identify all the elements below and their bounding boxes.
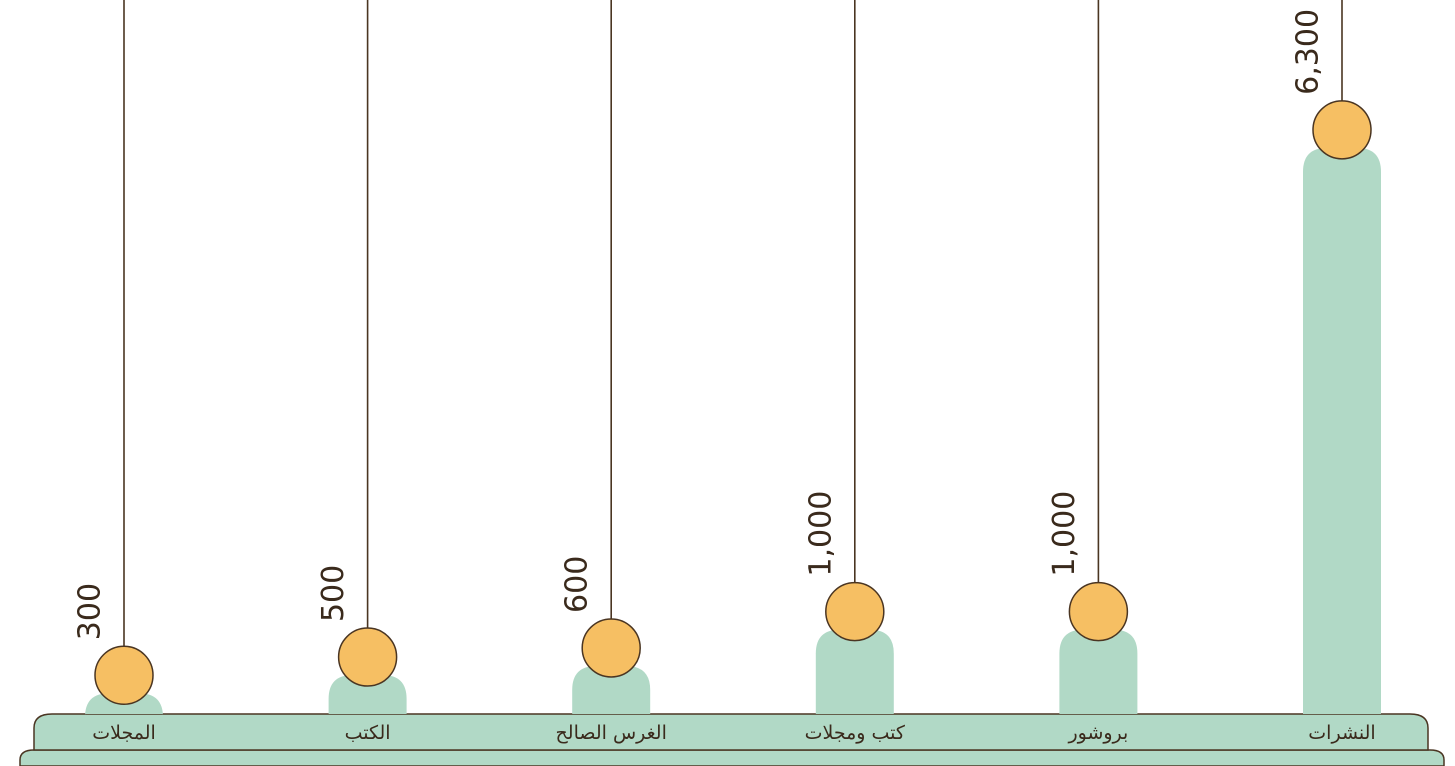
bar — [328, 675, 407, 714]
data-label: 6,300 — [1291, 9, 1326, 95]
bar — [572, 665, 651, 714]
chart-base — [19, 713, 1445, 766]
value-bubble — [825, 581, 885, 642]
base-platform-back — [19, 749, 1445, 766]
value-bubble — [1068, 581, 1129, 642]
data-label: 300 — [73, 583, 108, 640]
bar — [815, 629, 894, 714]
category-label: المجلات — [92, 722, 156, 744]
data-label: 1,000 — [1047, 491, 1082, 577]
bar — [85, 693, 163, 718]
value-bubble — [94, 645, 154, 705]
value-bubble — [581, 618, 641, 678]
category-label: كتب ومجلات — [805, 722, 906, 744]
data-label: 500 — [316, 565, 351, 622]
data-label: 1,000 — [803, 491, 838, 577]
base-platform-front — [33, 713, 1429, 751]
category-label: الكتب — [345, 722, 391, 744]
bars-layer: 300 500 600 1,000 1,000 6,300 — [73, 0, 1381, 718]
value-bubble — [337, 627, 398, 687]
category-labels: المجلات الكتب الغرس الصالح كتب ومجلات بروشور… — [92, 722, 1375, 744]
category-label: الغرس الصالح — [556, 722, 667, 744]
bar — [1059, 629, 1138, 714]
category-label: بروشور — [1067, 722, 1128, 744]
data-label: 600 — [560, 556, 595, 613]
category-label: النشرات — [1308, 722, 1375, 744]
value-bubble — [1312, 100, 1372, 160]
bar — [1303, 147, 1381, 714]
